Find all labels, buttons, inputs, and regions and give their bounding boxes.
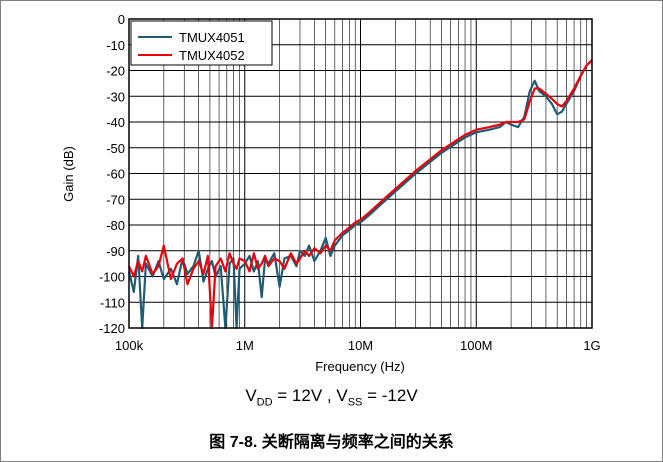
legend-label-tmux4051: TMUX4051	[179, 30, 245, 45]
legend: TMUX4051 TMUX4052	[130, 20, 273, 66]
x-tick-label: 100M	[460, 338, 493, 353]
y-tick-label: -40	[106, 115, 125, 130]
vss-subscript: SS	[347, 396, 363, 409]
y-tick-label: 0	[118, 12, 125, 27]
vdd-value: = 12V , V	[272, 386, 348, 405]
supply-condition: VDD = 12V , VSS = -12V	[0, 386, 663, 408]
y-tick-label: -90	[106, 244, 125, 259]
x-tick-label: 10M	[348, 338, 373, 353]
legend-label-tmux4052: TMUX4052	[179, 48, 245, 63]
y-axis-title: Gain (dB)	[61, 146, 76, 202]
y-tick-label: -70	[106, 192, 125, 207]
x-axis-title: Frequency (Hz)	[315, 359, 405, 374]
vdd-symbol: V	[245, 386, 257, 405]
vss-value: = -12V	[362, 386, 418, 405]
plot-border	[128, 18, 593, 329]
y-tick-labels: 0 -10 -20 -30 -40 -50 -60 -70 -80 -90 -100 -110 -120	[99, 12, 125, 336]
y-tick-label: -30	[106, 89, 125, 104]
legend-box	[130, 20, 273, 66]
y-tick-label: -100	[99, 270, 125, 285]
series-line-tmux4052	[128, 59, 593, 330]
series-layer	[127, 59, 593, 330]
y-tick-label: -50	[106, 141, 125, 156]
y-tick-label: -80	[106, 218, 125, 233]
figure-caption: 图 7-8. 关断隔离与频率之间的关系	[209, 434, 454, 451]
y-tick-label: -20	[106, 64, 125, 79]
y-tick-label: -60	[106, 167, 125, 182]
x-tick-labels: 100k 1M 10M 100M 1G	[115, 338, 601, 353]
x-tick-label: 1G	[583, 338, 600, 353]
y-tick-label: -120	[99, 321, 125, 336]
x-tick-label: 100k	[115, 338, 144, 353]
y-tick-label: -110	[100, 295, 125, 310]
vdd-subscript: DD	[256, 396, 273, 409]
y-tick-label: -10	[106, 38, 125, 53]
x-tick-label: 1M	[236, 338, 254, 353]
